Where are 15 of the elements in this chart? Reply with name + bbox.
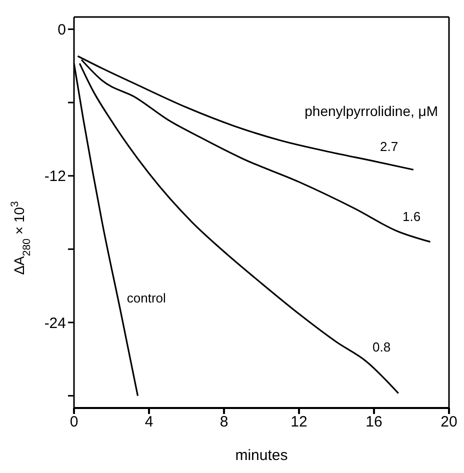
y-tick-label: -24	[44, 314, 66, 332]
series-label: 0.8	[372, 340, 391, 355]
series-label: control	[126, 290, 166, 306]
x-tick-label: 4	[144, 414, 154, 431]
series-label: 2.7	[380, 139, 398, 154]
x-tick-label: 16	[366, 414, 382, 431]
x-tick-label: 12	[290, 414, 308, 431]
legend-title: phenylpyrrolidine, μM	[304, 103, 438, 119]
series-label: 1.6	[402, 208, 421, 224]
x-axis-title: minutes	[235, 447, 288, 464]
x-tick-label: 0	[70, 414, 78, 431]
x-tick-label: 20	[440, 414, 458, 431]
y-tick-label: 0	[58, 22, 66, 39]
y-tick-label: -12	[44, 168, 66, 186]
x-tick-label: 8	[220, 414, 228, 431]
